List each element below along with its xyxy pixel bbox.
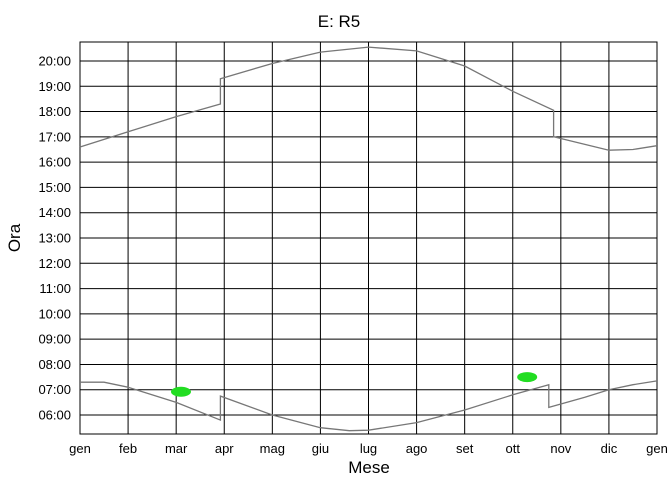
x-tick-label: feb <box>119 441 137 456</box>
x-tick-label: nov <box>550 441 571 456</box>
y-tick-label: 08:00 <box>38 357 71 372</box>
y-axis-label: Ora <box>5 223 24 252</box>
y-tick-label: 16:00 <box>38 155 71 170</box>
y-tick-label: 19:00 <box>38 79 71 94</box>
plot-frame <box>79 41 658 435</box>
y-tick-label: 07:00 <box>38 382 71 397</box>
y-tick-label: 15:00 <box>38 180 71 195</box>
x-tick-label: ago <box>406 441 428 456</box>
y-tick-label: 18:00 <box>38 104 71 119</box>
y-tick-label: 14:00 <box>38 205 71 220</box>
grid <box>79 42 658 434</box>
x-tick-labels: gen feb mar apr mag giu lug ago set ott nov dic gen <box>69 441 668 456</box>
y-tick-labels: 06:00 07:00 08:00 09:00 10:00 11:00 12:00 13:00… <box>38 53 71 422</box>
x-tick-label: mag <box>260 441 285 456</box>
x-tick-label: gen <box>69 441 91 456</box>
series-group <box>79 46 658 432</box>
x-tick-label: ott <box>506 441 521 456</box>
x-axis-label: Mese <box>348 458 390 477</box>
x-tick-label: apr <box>215 441 234 456</box>
x-tick-label: dic <box>601 441 618 456</box>
x-tick-label: giu <box>312 441 329 456</box>
x-tick-label: set <box>456 441 474 456</box>
marker-point <box>517 372 538 383</box>
x-tick-label: mar <box>165 441 188 456</box>
y-tick-label: 09:00 <box>38 332 71 347</box>
y-tick-label: 06:00 <box>38 408 71 423</box>
series-line-upper-curve <box>79 46 658 151</box>
y-tick-label: 11:00 <box>39 281 71 296</box>
y-tick-label: 10:00 <box>38 306 71 321</box>
x-tick-label: lug <box>360 441 377 456</box>
x-tick-label: gen <box>646 441 668 456</box>
chart-title: E: R5 <box>318 12 361 31</box>
y-tick-label: 13:00 <box>38 231 71 246</box>
marker-point <box>170 386 191 397</box>
markers-group <box>170 372 538 397</box>
series-line-lower-curve <box>80 380 658 432</box>
y-tick-label: 17:00 <box>38 129 71 144</box>
y-tick-label: 20:00 <box>38 53 71 68</box>
y-tick-label: 12:00 <box>38 256 71 271</box>
